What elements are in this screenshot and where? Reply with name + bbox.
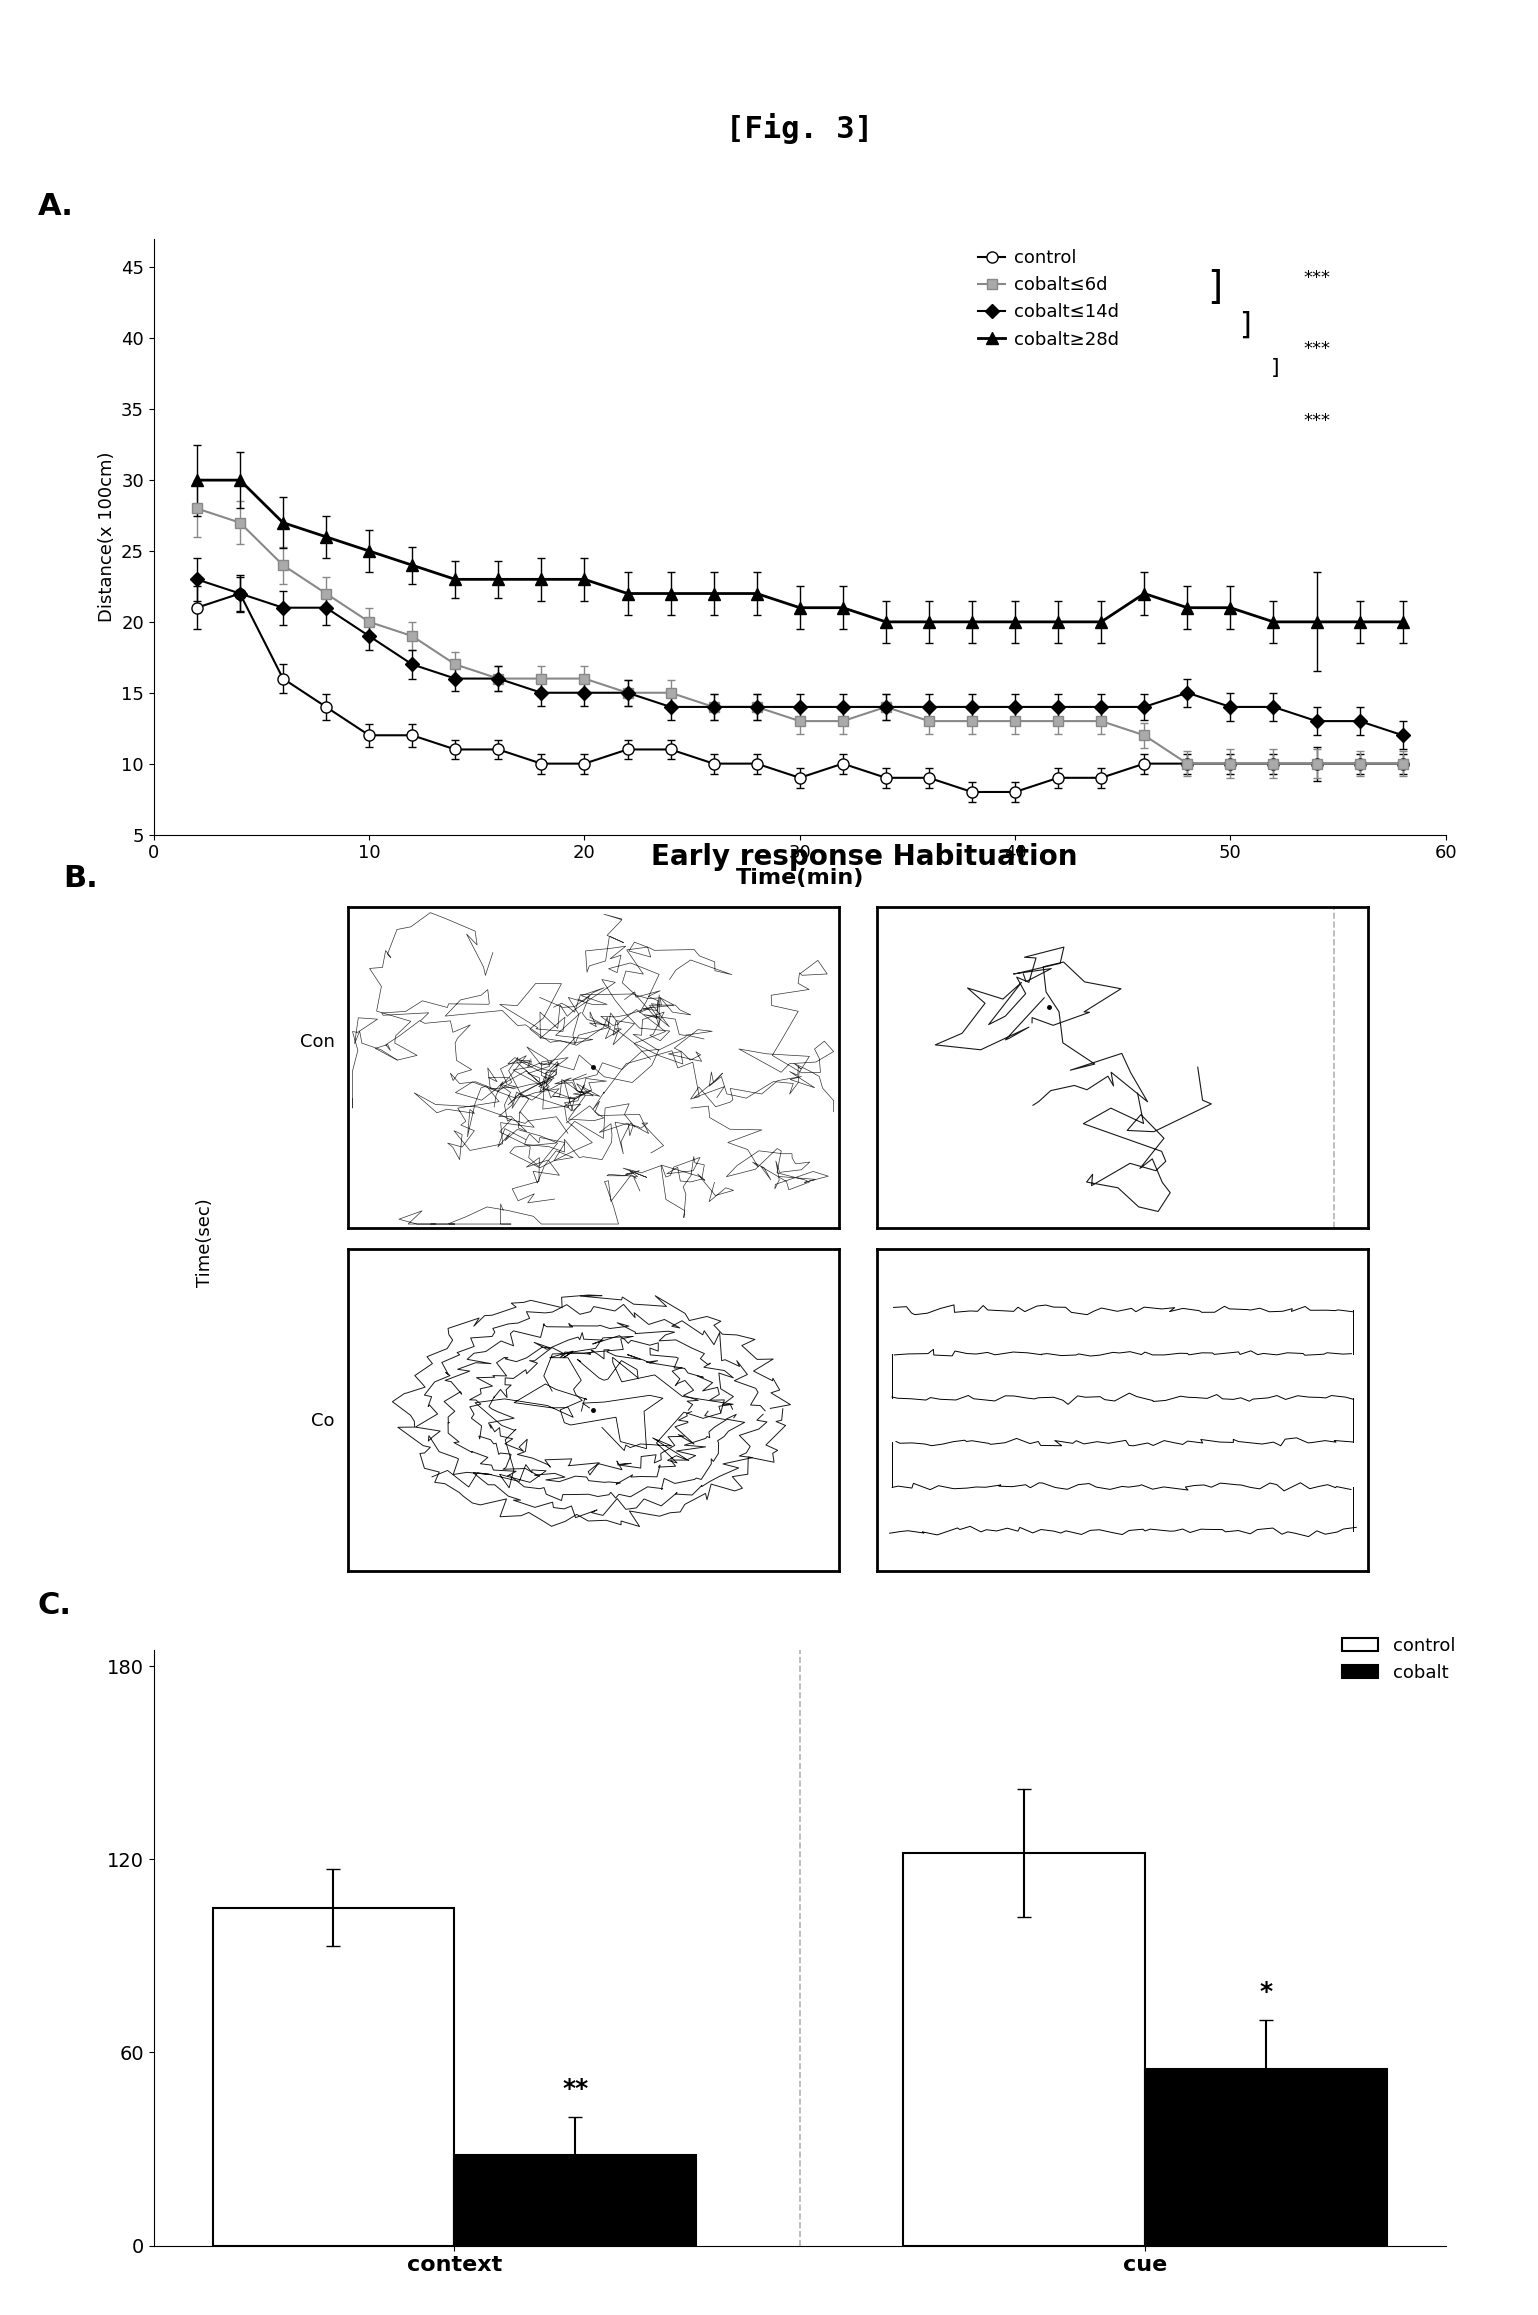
Bar [212,1908,454,2246]
Text: B.: B. [63,863,98,894]
Legend: control, cobalt≤6d, cobalt≤14d, cobalt≥28d: control, cobalt≤6d, cobalt≤14d, cobalt≥2… [970,243,1127,357]
Text: Early response Habituation: Early response Habituation [651,843,1078,870]
Text: ***: *** [1304,412,1330,431]
Y-axis label: Distance(x 100cm): Distance(x 100cm) [97,451,115,623]
Text: ***: *** [1304,340,1330,359]
Text: Co: Co [311,1412,335,1431]
Text: [Fig. 3]: [Fig. 3] [726,113,874,144]
Text: ]: ] [1207,269,1223,308]
Text: ]: ] [1240,310,1250,340]
Bar [454,2155,697,2246]
Text: *: * [1260,1979,1272,2005]
Text: ]: ] [1272,359,1280,377]
Text: C.: C. [37,1590,72,1620]
Legend: control, cobalt: control, cobalt [1335,1630,1463,1690]
Text: Time(sec): Time(sec) [197,1197,214,1287]
X-axis label: Time(min): Time(min) [735,868,864,887]
Text: Con: Con [300,1032,335,1051]
Text: A.: A. [37,192,74,220]
Bar [1146,2070,1387,2246]
Text: **: ** [561,2077,589,2100]
Text: ***: *** [1304,269,1330,287]
Bar [903,1852,1146,2246]
